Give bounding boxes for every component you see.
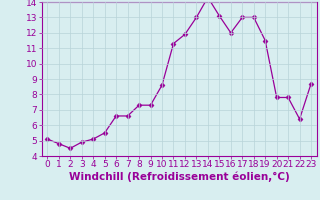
X-axis label: Windchill (Refroidissement éolien,°C): Windchill (Refroidissement éolien,°C) <box>69 172 290 182</box>
